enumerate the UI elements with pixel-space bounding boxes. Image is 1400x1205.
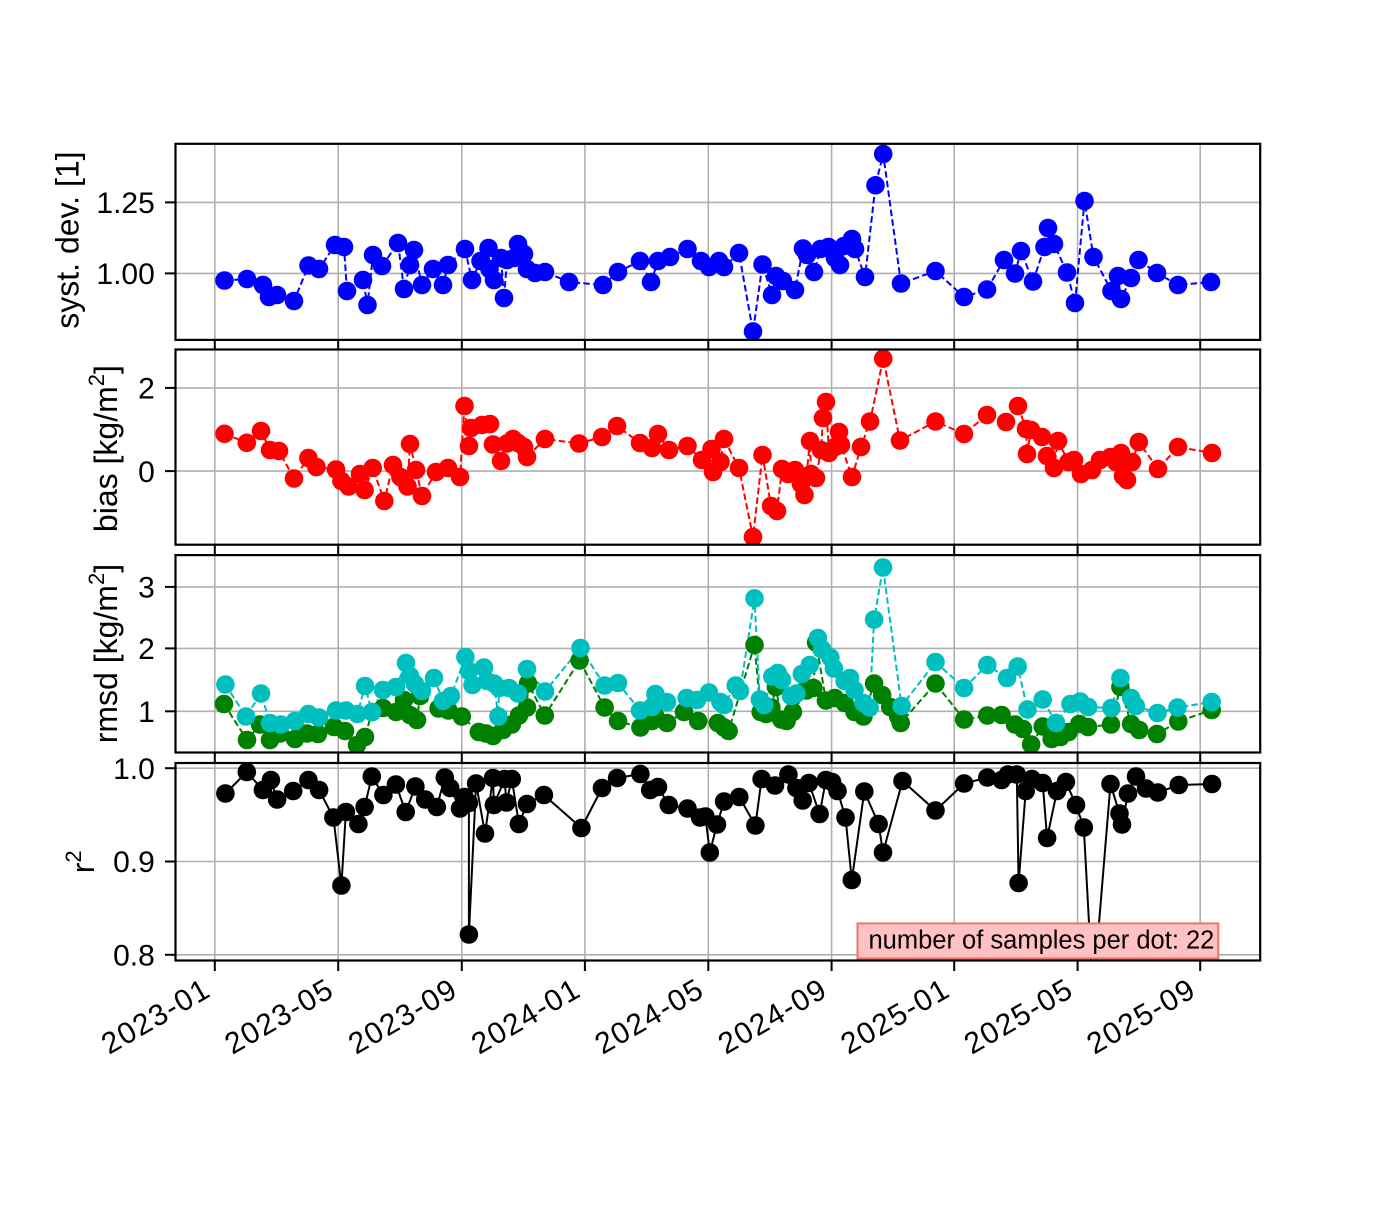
- svg-text:0.8: 0.8: [113, 939, 155, 972]
- svg-text:3: 3: [138, 572, 155, 605]
- svg-text:1.0: 1.0: [113, 753, 155, 786]
- svg-text:1.25: 1.25: [96, 187, 154, 220]
- svg-text:0: 0: [138, 456, 155, 489]
- svg-text:0.9: 0.9: [113, 846, 155, 879]
- svg-text:2: 2: [138, 633, 155, 666]
- svg-text:syst. dev. [1]: syst. dev. [1]: [50, 151, 86, 328]
- svg-text:bias [kg/m2]: bias [kg/m2]: [84, 365, 124, 532]
- svg-text:1: 1: [138, 696, 155, 729]
- svg-text:1.00: 1.00: [96, 258, 154, 291]
- svg-text:number of samples per dot: 22: number of samples per dot: 22: [869, 927, 1215, 955]
- svg-text:rmsd [kg/m2]: rmsd [kg/m2]: [84, 564, 124, 743]
- svg-text:2: 2: [138, 373, 155, 406]
